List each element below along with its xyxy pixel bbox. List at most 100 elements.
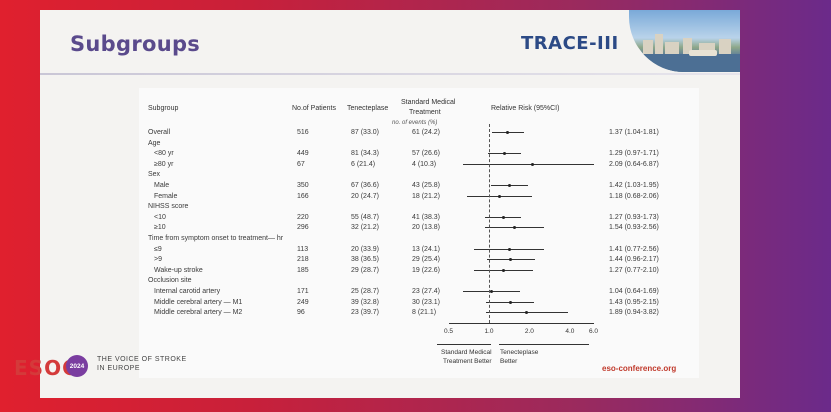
subgroup-label: <80 yr [154,150,174,158]
relative-risk-cell: 1.89 (0.94-3.82) [609,309,659,317]
x-tick-label: 1.0 [484,327,494,335]
relative-risk-cell: 1.42 (1.03-1.95) [609,182,659,189]
smt-cell: 13 (24.1) [412,245,441,253]
point-estimate [506,131,510,134]
smt-cell: 18 (21.2) [412,192,441,200]
subgroup-label: Wake-up stroke [154,266,203,274]
point-estimate [501,215,505,219]
subgroup-heading: Sex [148,171,161,179]
smt-cell: 23 (27.4) [412,288,441,295]
header-tenecteplase: Tenecteplase [347,105,389,112]
tenecteplase-cell: 20 (24.7) [351,192,380,200]
tenecteplase-cell: 6 (21.4) [351,160,376,168]
patients-cell: 171 [297,288,309,295]
trial-logo: TRACE-III [521,33,619,54]
footer-tagline-line1: THE VOICE OF STROKE [97,356,187,363]
favors-right-arrow [499,344,589,345]
subgroup-label: Middle cerebral artery — M1 [154,298,243,306]
patients-cell: 67 [297,160,305,168]
patients-cell: 185 [297,266,309,274]
subgroup-heading: NIHSS score [148,203,189,211]
tenecteplase-cell: 32 (21.2) [351,224,380,232]
header-patients: No.of Patients [292,105,336,112]
relative-risk-cell: 1.27 (0.77-2.10) [609,266,659,274]
smt-cell: 30 (23.1) [412,298,441,306]
point-estimate [513,226,517,230]
subgroup-label: Overall [148,129,171,136]
point-estimate [508,300,512,304]
header-relative-risk: Relative Risk (95%CI) [491,105,560,112]
subgroup-heading: Time from symptom onset to treatment— hr [148,235,284,242]
subgroup-label: >9 [154,256,162,264]
favors-left-line1: Standard Medical [441,349,492,356]
tenecteplase-cell: 25 (28.7) [351,288,380,295]
relative-risk-cell: 1.43 (0.95-2.15) [609,298,659,306]
relative-risk-cell: 2.09 (0.64-6.87) [609,160,659,168]
relative-risk-cell: 1.27 (0.93-1.73) [609,213,659,221]
x-axis [449,322,594,324]
reference-line [489,124,491,323]
subgroup-heading: Occlusion site [148,277,192,285]
relative-risk-cell: 1.37 (1.04-1.81) [609,129,659,136]
tenecteplase-cell: 38 (36.5) [351,256,380,264]
forest-plot-table: Subgroup No.of Patients Tenecteplase Sta… [139,88,699,378]
header-events-note: no. of events (%) [392,120,438,126]
relative-risk-cell: 1.54 (0.93-2.56) [609,224,659,232]
point-estimate [501,268,505,272]
subgroup-label: ≥80 yr [154,160,174,168]
subgroup-label: Female [154,192,178,200]
patients-cell: 449 [297,150,309,158]
point-estimate [490,290,494,293]
point-estimate [502,152,506,156]
footer-tagline: THE VOICE OF STROKE IN EUROPE [97,355,187,373]
favors-right-line2: Better [500,358,518,365]
footer-website: eso-conference.org [602,364,677,373]
x-tick-label: 2.0 [524,327,534,335]
tenecteplase-cell: 81 (34.3) [351,150,380,158]
header-smt-line1: Standard Medical [401,99,456,106]
patients-cell: 516 [297,129,309,136]
footer-tagline-line2: IN EUROPE [97,365,141,372]
favors-left-arrow [437,344,491,345]
point-estimate [525,311,529,315]
patients-cell: 96 [297,309,305,317]
subgroup-label: ≥10 [154,224,166,232]
subgroup-heading: Age [148,139,161,147]
patients-cell: 296 [297,224,309,232]
patients-cell: 220 [297,213,309,221]
header-smt-line2: Treatment [409,109,441,116]
smt-cell: 43 (25.8) [412,182,441,189]
smt-cell: 4 (10.3) [412,160,437,168]
header-subgroup: Subgroup [148,105,179,112]
x-tick-label: 4.0 [565,327,575,335]
subgroup-label: Internal carotid artery [154,288,221,295]
slide-title: Subgroups [70,32,201,56]
relative-risk-cell: 1.41 (0.77-2.56) [609,245,659,253]
smt-cell: 8 (21.1) [412,309,437,317]
relative-risk-cell: 1.18 (0.68-2.06) [609,192,659,200]
subgroup-label: Male [154,182,170,189]
tenecteplase-cell: 20 (33.9) [351,245,380,253]
tenecteplase-cell: 39 (32.8) [351,298,380,306]
favors-left-line2: Treatment Better [443,358,492,365]
smt-cell: 61 (24.2) [412,129,441,136]
title-divider [40,73,740,75]
tenecteplase-cell: 55 (48.7) [351,213,380,221]
smt-cell: 20 (13.8) [412,224,441,232]
subgroup-label: ≤9 [154,245,162,253]
relative-risk-cell: 1.44 (0.96-2.17) [609,256,659,264]
x-tick-label: 6.0 [589,327,599,335]
point-estimate [509,258,513,262]
subgroup-label: <10 [154,213,166,221]
year-badge: 2024 [66,355,88,377]
smt-cell: 41 (38.3) [412,213,441,221]
point-estimate [497,194,501,198]
relative-risk-cell: 1.29 (0.97-1.71) [609,150,659,158]
smt-cell: 29 (25.4) [412,256,441,264]
city-photo [629,10,740,72]
relative-risk-cell: 1.04 (0.64-1.69) [609,288,659,295]
slide: Subgroups TRACE-III Subgroup No.of Patie… [40,10,740,398]
patients-cell: 249 [297,298,309,306]
point-estimate [530,162,534,166]
x-tick-label: 0.5 [444,327,454,335]
